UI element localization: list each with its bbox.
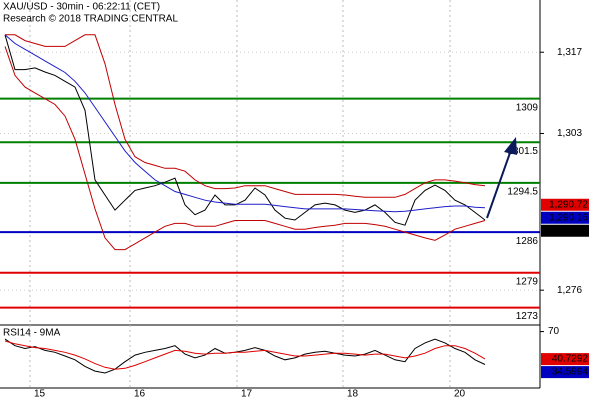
x-tick-label: 20	[454, 389, 466, 400]
rsi-line	[4, 338, 486, 374]
rsi-label: RSI14 - 9MA	[3, 328, 61, 339]
price-tag-label: 40.7292	[552, 354, 589, 365]
x-tick-label: 18	[347, 389, 359, 400]
y-tick-label: 1,303	[557, 128, 582, 139]
price-line	[4, 34, 486, 213]
price-tag	[541, 198, 589, 211]
x-tick-label: 15	[34, 389, 46, 400]
chart-title: XAU/USD - 30min - 06:22:11 (CET)	[3, 2, 160, 13]
rsi-line	[4, 340, 486, 370]
price-tag-label: 34.5994	[552, 367, 589, 378]
price-line	[5, 34, 486, 198]
y-tick-label: 1,317	[557, 47, 582, 58]
price-tag	[541, 353, 589, 366]
x-tick-label: 16	[134, 389, 146, 400]
level-label: 1294.5	[507, 186, 538, 197]
price-tag	[541, 224, 589, 237]
price-tag	[541, 366, 589, 379]
chart-subtitle: Research © 2018 TRADING CENTRAL	[3, 14, 178, 25]
y-tick-label: 1,276	[557, 285, 582, 296]
x-tick-label: 17	[241, 389, 253, 400]
level-label: 1309	[516, 102, 539, 113]
level-label: 1286	[516, 236, 539, 247]
price-tag-label: 1,288.14	[549, 225, 588, 236]
price-line	[4, 46, 486, 251]
price-tag-label: 1,290.16	[549, 212, 588, 223]
level-label: 1273	[516, 311, 539, 322]
rsi-tick-label: 70	[548, 326, 560, 337]
forecast-arrow	[486, 137, 517, 219]
price-tag	[541, 211, 589, 224]
level-label: 1301.5	[507, 146, 538, 157]
price-line	[4, 34, 486, 226]
price-tag-label: 1,290.72	[549, 199, 588, 210]
level-label: 1279	[516, 276, 539, 287]
